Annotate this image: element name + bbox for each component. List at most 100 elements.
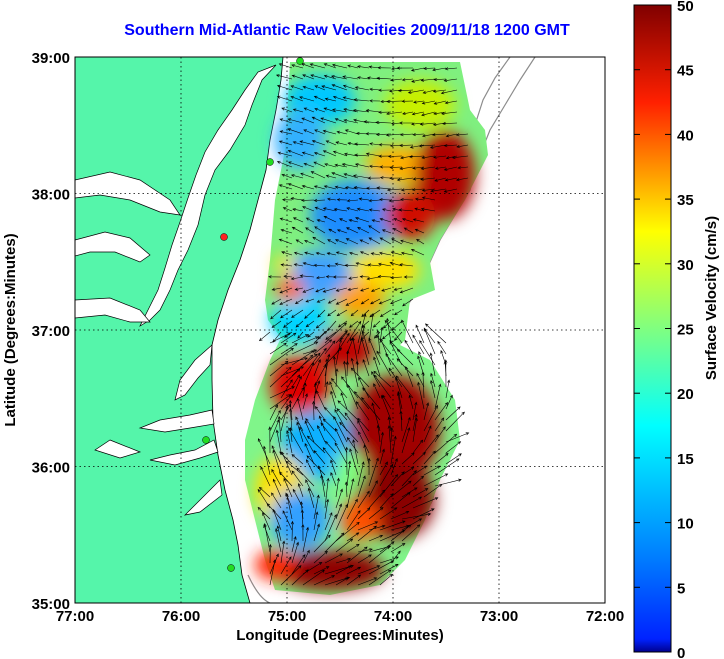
- velocity-vector: [313, 450, 326, 465]
- velocity-vector: [379, 431, 385, 454]
- velocity-vector: [419, 122, 436, 126]
- velocity-vector: [351, 337, 359, 366]
- velocity-vector: [276, 84, 293, 91]
- velocity-vector: [280, 404, 289, 432]
- velocity-vector: [390, 543, 406, 553]
- velocity-vector: [367, 457, 371, 476]
- velocity-vector: [324, 358, 329, 388]
- velocity-vector: [444, 67, 458, 71]
- velocity-vector: [316, 276, 326, 280]
- velocity-vector: [292, 108, 304, 113]
- velocity-vector: [354, 142, 370, 146]
- velocity-vector: [302, 393, 308, 410]
- velocity-vector: [336, 229, 348, 234]
- velocity-vector: [272, 478, 282, 498]
- velocity-vector: [429, 352, 436, 377]
- velocity-vector: [269, 386, 295, 399]
- y-tick-label: 38:00: [32, 187, 70, 204]
- velocity-vector: [277, 415, 282, 443]
- velocity-vector: [393, 218, 403, 223]
- velocity-vector: [412, 177, 425, 181]
- velocity-vector: [294, 287, 304, 291]
- velocity-vector: [350, 309, 359, 317]
- velocity-vector: [345, 298, 359, 306]
- x-tick-label: 76:00: [162, 608, 200, 625]
- velocity-vector: [357, 417, 370, 432]
- velocity-vector: [414, 228, 425, 234]
- velocity-vector: [346, 478, 355, 509]
- velocity-vector: [361, 330, 370, 355]
- velocity-vector: [360, 298, 370, 305]
- x-tick-labels: 77:00 76:00 75:00 74:00 73:00 72:00: [56, 608, 624, 625]
- velocity-vector: [423, 327, 436, 355]
- velocity-vector: [357, 577, 378, 586]
- velocity-vector: [352, 439, 359, 465]
- velocity-vector: [302, 353, 318, 366]
- velocity-vector: [280, 357, 308, 366]
- velocity-vector: [334, 185, 348, 190]
- y-tick-label: 36:00: [32, 460, 70, 477]
- velocity-vector: [262, 512, 271, 531]
- velocity-vector: [313, 566, 330, 575]
- velocity-vector: [373, 356, 381, 377]
- velocity-vector: [257, 506, 271, 520]
- velocity-vector: [282, 207, 293, 212]
- velocity-vector: [313, 161, 326, 168]
- velocity-vector: [346, 460, 352, 487]
- velocity-vector: [433, 155, 447, 159]
- velocity-vector: [379, 217, 392, 223]
- velocity-vector: [279, 287, 293, 294]
- velocity-vector: [313, 511, 319, 531]
- velocity-vector: [357, 65, 370, 69]
- velocity-vector: [380, 99, 392, 104]
- velocity-vector: [279, 118, 293, 124]
- velocity-vector: [368, 312, 375, 344]
- velocity-vector: [270, 309, 282, 320]
- velocity-vector: [387, 154, 403, 158]
- velocity-vector: [297, 483, 304, 498]
- velocity-vector: [302, 562, 323, 575]
- velocity-vector: [400, 133, 414, 137]
- velocity-vector: [423, 473, 449, 487]
- velocity-vector: [347, 287, 359, 291]
- velocity-vector: [357, 507, 371, 520]
- velocity-vector: [345, 361, 349, 377]
- velocity-vector: [399, 410, 403, 432]
- velocity-vector: [451, 155, 469, 160]
- velocity-vector: [412, 465, 428, 476]
- velocity-vector: [346, 498, 358, 520]
- velocity-vector: [390, 298, 403, 305]
- velocity-vector: [372, 320, 381, 328]
- velocity-vector: [271, 492, 282, 509]
- velocity-vector: [331, 377, 348, 399]
- velocity-vector: [291, 569, 309, 586]
- velocity-vector: [280, 556, 292, 575]
- velocity-vector: [331, 75, 348, 80]
- velocity-vector: [295, 320, 304, 328]
- velocity-vector: [324, 97, 337, 102]
- velocity-vector: [403, 227, 414, 234]
- velocity-vector: [315, 251, 326, 256]
- velocity-vector: [384, 319, 403, 344]
- velocity-vector: [336, 198, 348, 202]
- velocity-vector: [423, 483, 443, 498]
- velocity-vector: [272, 449, 282, 476]
- velocity-vector: [429, 144, 447, 149]
- velocity-vector: [346, 574, 362, 586]
- velocity-vector: [271, 298, 282, 305]
- velocity-vector: [300, 172, 315, 179]
- velocity-vector: [330, 390, 337, 410]
- velocity-vector: [334, 163, 348, 168]
- velocity-vector: [407, 89, 425, 94]
- velocity-vector: [402, 111, 414, 115]
- velocity-vector: [280, 540, 286, 564]
- velocity-vector: [412, 451, 426, 465]
- velocity-vector: [313, 198, 326, 203]
- velocity-vector: [423, 402, 430, 421]
- velocity-vector: [335, 251, 348, 256]
- velocity-vector: [297, 331, 304, 339]
- velocity-vector: [291, 350, 315, 366]
- colorbar-tick-label: 15: [677, 451, 694, 468]
- velocity-vector: [349, 448, 359, 476]
- velocity-vector: [376, 76, 392, 80]
